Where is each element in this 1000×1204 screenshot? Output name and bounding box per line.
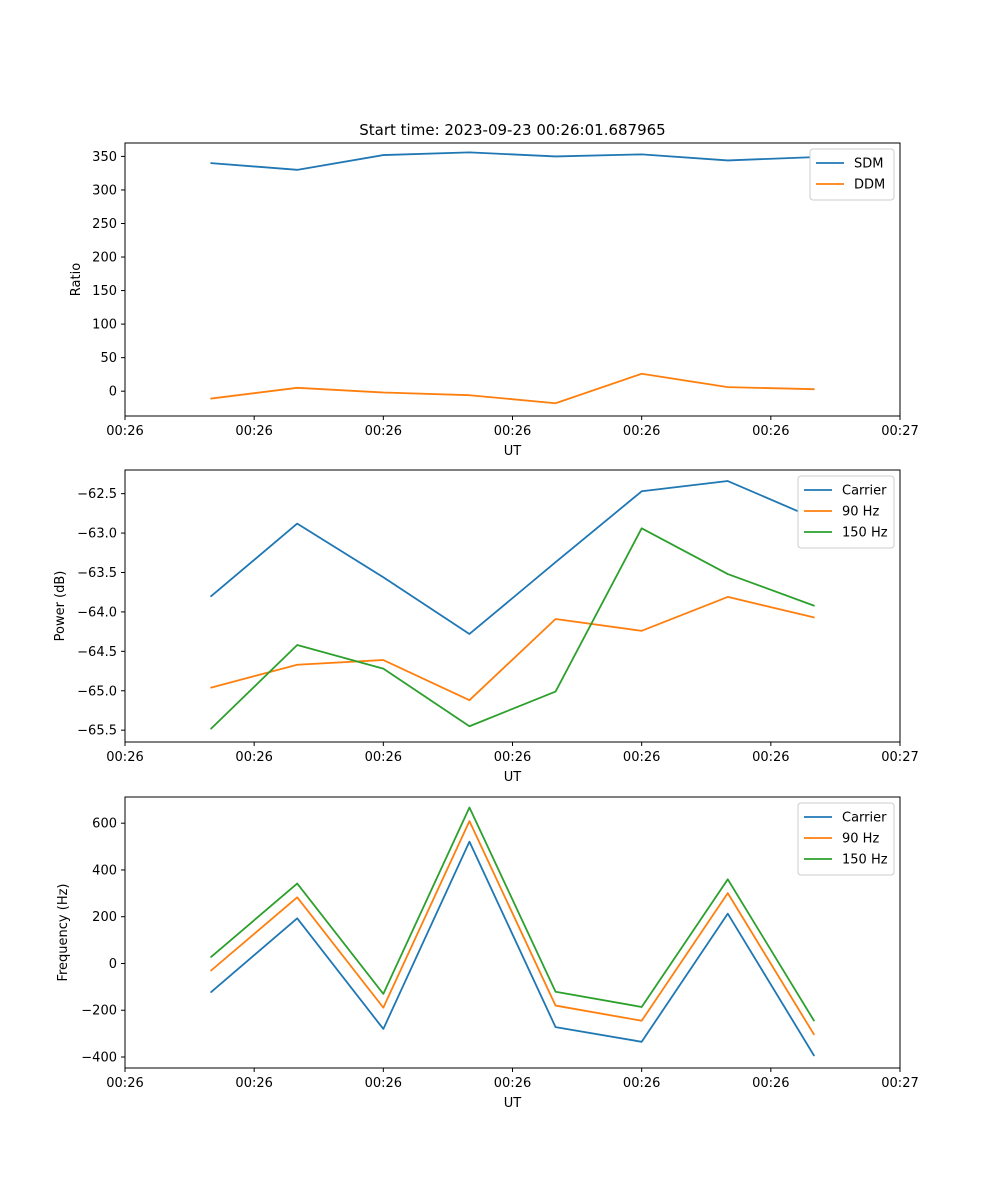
y-tick-label: 200 [92, 910, 117, 925]
y-tick-label: −64.5 [77, 645, 117, 660]
series-line-90-hz [210, 596, 815, 702]
y-tick-label: 300 [92, 183, 117, 198]
legend-box [797, 475, 895, 549]
x-axis-label: UT [504, 1096, 522, 1111]
x-tick-label: 00:26 [752, 424, 789, 439]
chart-title: Start time: 2023-09-23 00:26:01.687965 [359, 121, 665, 139]
legend-box [809, 148, 895, 201]
series-line-carrier [210, 840, 815, 1057]
y-tick-label: 150 [92, 284, 117, 299]
series-line-carrier [210, 480, 815, 635]
x-tick-label: 00:26 [365, 1076, 402, 1091]
legend-label: Carrier [842, 484, 887, 499]
y-tick-label: −400 [81, 1051, 117, 1066]
y-tick-label: 0 [109, 957, 117, 972]
y-axis-label: Ratio [69, 263, 84, 296]
x-tick-label: 00:26 [623, 750, 660, 765]
x-tick-label: 00:26 [106, 750, 143, 765]
y-tick-label: −63.5 [77, 566, 117, 581]
x-tick-label: 00:26 [106, 1076, 143, 1091]
y-axis-label: Power (dB) [53, 571, 68, 642]
y-axis-label: Frequency (Hz) [56, 883, 71, 981]
y-tick-label: 600 [92, 817, 117, 832]
chart-panel-2: 00:26 00:26 00:26 00:26 00:26 00:26 00:27 −65.5… [53, 469, 919, 785]
legend-label: 90 Hz [842, 832, 879, 847]
x-tick-label: 00:26 [752, 1076, 789, 1091]
legend-label: 90 Hz [842, 505, 879, 520]
legend: Carrier 90 Hz 150 Hz [797, 475, 895, 549]
legend: SDM DDM [809, 148, 895, 201]
x-tick-label: 00:26 [623, 1076, 660, 1091]
chart-panel-1: 00:26 00:26 00:26 00:26 00:26 00:26 00:27 0 50 10… [69, 121, 919, 459]
series-line-ddm [210, 372, 815, 405]
y-tick-label: 50 [100, 351, 117, 366]
x-tick-label: 00:26 [365, 750, 402, 765]
x-tick-label: 00:26 [623, 424, 660, 439]
y-tick-label: −200 [81, 1004, 117, 1019]
x-tick-label: 00:26 [235, 1076, 272, 1091]
series-line-150-hz [210, 806, 815, 1022]
legend-label: 150 Hz [842, 526, 888, 541]
x-tick-label: 00:26 [106, 424, 143, 439]
y-tick-label: 400 [92, 863, 117, 878]
x-tick-label: 00:26 [494, 750, 531, 765]
y-tick-label: −64.0 [77, 605, 117, 620]
x-tick-label: 00:26 [365, 424, 402, 439]
y-tick-label: −63.0 [77, 527, 117, 542]
x-tick-label: 00:26 [494, 424, 531, 439]
y-tick-label: −65.0 [77, 684, 117, 699]
x-axis-label: UT [504, 770, 522, 785]
series-line-150-hz [210, 527, 815, 730]
x-tick-label: 00:26 [235, 750, 272, 765]
y-tick-label: 350 [92, 150, 117, 165]
x-tick-label: 00:26 [494, 1076, 531, 1091]
y-tick-label: 250 [92, 217, 117, 232]
legend: Carrier 90 Hz 150 Hz [797, 802, 895, 876]
x-axis-label: UT [504, 444, 522, 459]
y-tick-label: 100 [92, 318, 117, 333]
legend-label: 150 Hz [842, 853, 888, 868]
legend-label: SDM [854, 157, 883, 172]
series-line-sdm [210, 151, 815, 171]
y-tick-label: −62.5 [77, 487, 117, 502]
x-tick-label: 00:27 [881, 750, 918, 765]
x-tick-label: 00:26 [752, 750, 789, 765]
legend-label: DDM [854, 178, 885, 193]
y-tick-label: 0 [109, 385, 117, 400]
y-tick-label: 200 [92, 251, 117, 266]
x-tick-label: 00:27 [881, 424, 918, 439]
legend-label: Carrier [842, 811, 887, 826]
y-tick-label: −65.5 [77, 724, 117, 739]
legend-box [797, 802, 895, 876]
x-tick-label: 00:26 [235, 424, 272, 439]
chart-panel-3: 00:26 00:26 00:26 00:26 00:26 00:26 00:27 −400 −… [56, 796, 919, 1111]
series-line-90-hz [210, 820, 815, 1036]
x-tick-label: 00:27 [881, 1076, 918, 1091]
